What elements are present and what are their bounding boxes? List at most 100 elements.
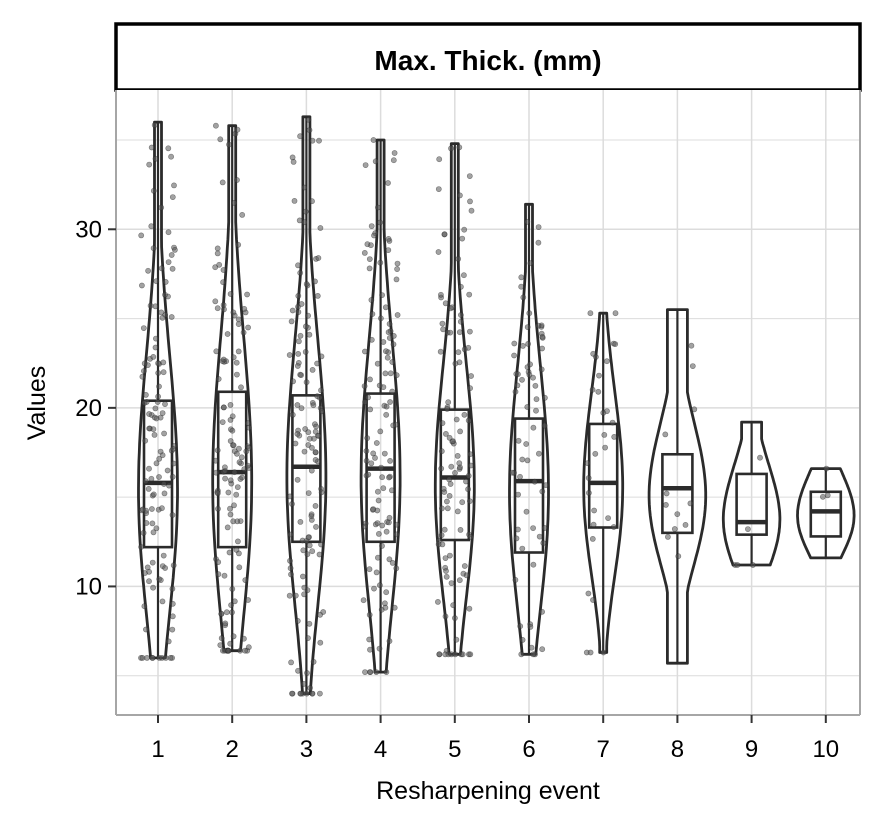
data-point: [519, 637, 526, 643]
data-point: [366, 265, 373, 272]
data-point: [387, 370, 394, 377]
data-point: [239, 211, 246, 218]
data-point: [292, 440, 299, 447]
data-point: [663, 490, 670, 497]
data-point: [438, 532, 445, 539]
data-point: [542, 394, 548, 401]
data-point: [165, 259, 172, 265]
data-point: [369, 311, 376, 317]
data-point: [145, 485, 152, 492]
data-point: [238, 384, 244, 391]
data-point: [140, 325, 147, 331]
data-point: [364, 435, 371, 441]
data-point: [303, 281, 310, 287]
data-point: [438, 448, 445, 455]
data-point: [312, 502, 319, 509]
data-point: [539, 345, 545, 352]
data-point: [447, 481, 454, 487]
data-point: [170, 562, 177, 569]
data-point: [294, 430, 301, 437]
data-point: [219, 647, 226, 654]
data-point: [298, 372, 304, 378]
data-point: [169, 194, 176, 200]
data-point: [168, 252, 175, 258]
violin-3: [285, 115, 328, 695]
data-point: [244, 291, 250, 298]
data-point: [361, 523, 368, 530]
data-point: [296, 217, 303, 224]
data-point: [687, 500, 694, 507]
data-point: [165, 638, 172, 645]
data-point: [149, 559, 156, 566]
data-point: [465, 417, 472, 424]
data-point: [226, 549, 233, 556]
data-point: [538, 366, 545, 373]
data-point: [535, 322, 542, 329]
data-point: [445, 399, 452, 406]
data-point: [373, 569, 380, 576]
data-point: [221, 464, 228, 471]
data-point: [230, 633, 237, 640]
data-point: [377, 428, 384, 435]
data-point: [448, 580, 455, 586]
data-point: [524, 404, 531, 410]
data-point: [214, 305, 221, 312]
data-point: [612, 310, 619, 317]
data-point: [138, 282, 145, 289]
data-point: [155, 393, 161, 400]
data-point: [227, 416, 234, 423]
data-point: [455, 255, 462, 262]
data-point: [240, 329, 247, 336]
data-point: [236, 459, 243, 466]
data-point: [295, 292, 302, 299]
data-point: [445, 651, 452, 658]
data-point: [295, 350, 302, 357]
data-point: [318, 489, 325, 496]
data-point: [300, 681, 307, 687]
data-point: [366, 256, 373, 262]
data-point: [370, 506, 377, 512]
data-point: [452, 360, 459, 367]
data-point: [530, 651, 537, 658]
data-point: [467, 385, 473, 392]
data-point: [295, 667, 301, 674]
data-point: [234, 518, 241, 525]
data-point: [294, 618, 301, 624]
data-point: [584, 460, 591, 466]
data-point: [360, 597, 367, 604]
data-point: [523, 441, 530, 447]
data-point: [314, 393, 321, 400]
data-point: [217, 136, 224, 143]
data-point: [394, 266, 400, 272]
data-point: [297, 519, 304, 525]
data-point: [150, 491, 157, 498]
data-point: [382, 348, 389, 355]
data-point: [745, 526, 751, 532]
data-point: [461, 411, 468, 418]
data-point: [301, 448, 308, 455]
data-point: [301, 219, 308, 226]
data-point: [374, 488, 381, 495]
x-tick-label: 10: [812, 736, 839, 763]
data-point: [153, 525, 160, 532]
data-point: [171, 246, 178, 253]
data-point: [291, 197, 298, 204]
data-point: [245, 644, 252, 651]
data-point: [587, 649, 594, 656]
data-point: [234, 126, 241, 133]
data-point: [235, 348, 242, 355]
data-point: [442, 555, 449, 561]
data-point: [315, 255, 322, 261]
data-point: [221, 572, 228, 579]
data-point: [233, 491, 240, 498]
data-point: [382, 304, 389, 311]
data-point: [229, 609, 235, 616]
data-point: [215, 571, 222, 578]
data-point: [170, 445, 176, 452]
data-point: [367, 406, 374, 413]
data-point: [169, 585, 176, 592]
data-point: [302, 323, 309, 330]
data-point: [611, 433, 618, 440]
data-point: [158, 309, 165, 316]
data-point: [463, 478, 469, 485]
